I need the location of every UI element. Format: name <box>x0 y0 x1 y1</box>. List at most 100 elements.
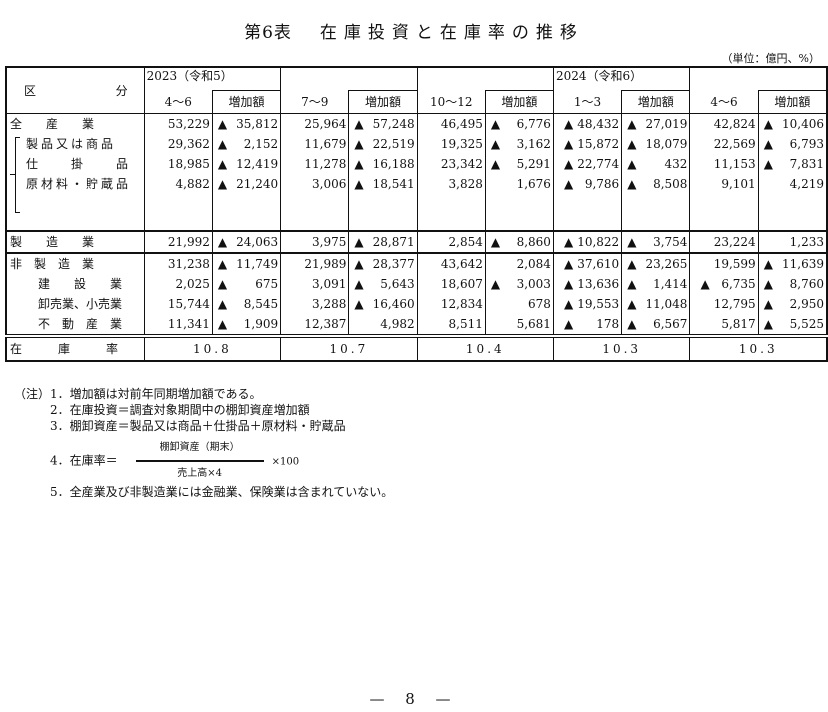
header-period: 7〜9 <box>280 90 350 114</box>
table-title: 在庫投資と在庫率の推移 <box>319 23 584 43</box>
blank-cell <box>552 194 623 231</box>
negative-marker: ▲ <box>563 235 574 249</box>
value-cell: 3,975 <box>280 230 350 253</box>
value-cell: 3,091 <box>280 274 350 294</box>
negative-marker: ▲ <box>563 157 574 171</box>
row-label-text: 非 製 造 業 <box>10 257 95 271</box>
value: 6,735 <box>721 277 756 291</box>
value: 10,406 <box>782 117 824 131</box>
blank-cell <box>689 194 759 231</box>
value-cell: ▲ 7,831 <box>757 154 828 174</box>
negative-marker: ▲ <box>354 235 364 249</box>
value-cell: ▲ 6,776 <box>484 113 554 134</box>
value: 11,341 <box>167 317 210 331</box>
value: 3,162 <box>516 137 551 151</box>
blank-cell <box>5 194 145 231</box>
value: 16,188 <box>372 157 415 171</box>
value: 19,599 <box>713 257 756 271</box>
blank-row <box>5 194 828 231</box>
negative-marker: ▲ <box>627 177 637 191</box>
value: 2,025 <box>175 277 210 291</box>
value-cell: ▲ 432 <box>621 154 691 174</box>
value: 21,989 <box>304 257 347 271</box>
value: 22,569 <box>713 137 756 151</box>
blank-cell <box>143 194 213 231</box>
table-row: 非 製 造 業 31,238 ▲ 11,749 21,989 ▲ 28,377 43,642 2… <box>5 252 828 274</box>
negative-marker: ▲ <box>627 137 637 151</box>
denominator: 売上高×4 <box>177 468 223 479</box>
negative-marker: ▲ <box>563 257 574 271</box>
value-cell: 31,238 <box>143 252 213 274</box>
value: 48,432 <box>577 117 620 131</box>
value-cell: ▲ 18,541 <box>348 174 418 194</box>
value-cell: ▲ 18,079 <box>621 134 691 154</box>
value-cell: ▲ 15,872 <box>552 134 623 154</box>
value: 27,019 <box>645 117 688 131</box>
negative-marker: ▲ <box>763 157 773 171</box>
value: 11,153 <box>713 157 756 171</box>
header-year-2023: 2023（令和5） <box>143 67 282 91</box>
inventory-table: 区分 2023（令和5） 2024（令和6） 4〜6 増加額 7〜9 増加額 10〜12… <box>5 66 828 362</box>
value-cell: 1,676 <box>484 174 554 194</box>
value-cell: 9,101 <box>689 174 759 194</box>
row-label: 製 造 業 <box>5 230 145 253</box>
value-cell: ▲ 6,735 <box>689 274 759 294</box>
negative-marker: ▲ <box>354 117 364 131</box>
header-increase: 増加額 <box>621 90 691 114</box>
value: 8,545 <box>243 297 279 311</box>
negative-marker: ▲ <box>217 177 228 191</box>
negative-marker: ▲ <box>354 277 364 291</box>
value-cell: 11,153 <box>689 154 759 174</box>
note-3: 3．棚卸資産＝製品又は商品＋仕掛品＋原材料・貯蔵品 <box>50 419 346 433</box>
value-cell: 42,824 <box>689 113 759 134</box>
row-label: 卸売業、小売業 <box>5 294 145 314</box>
value: 12,387 <box>304 317 347 331</box>
value-cell: 22,569 <box>689 134 759 154</box>
value-cell: ▲ 12,419 <box>211 154 282 174</box>
row-label: 建 設 業 <box>5 274 145 294</box>
header-year-2024: 2024（令和6） <box>552 67 691 91</box>
value-cell: ▲ 10,406 <box>757 113 828 134</box>
value-cell: ▲ 5,525 <box>757 314 828 336</box>
negative-marker: ▲ <box>217 297 228 311</box>
value-cell: ▲ 11,749 <box>211 252 282 274</box>
negative-marker: ▲ <box>563 177 574 191</box>
value-cell: 12,834 <box>416 294 486 314</box>
row-label: 全 産 業 <box>5 113 145 134</box>
value: 5,291 <box>516 157 551 171</box>
value-cell: ▲ 57,248 <box>348 113 418 134</box>
page-number: — 8 — <box>369 690 459 708</box>
value: 31,238 <box>167 257 210 271</box>
value: 15,872 <box>577 137 620 151</box>
value: 18,079 <box>645 137 688 151</box>
value: 23,342 <box>440 157 483 171</box>
row-label-text: 不 動 産 業 <box>38 317 123 331</box>
value-cell: 53,229 <box>143 113 213 134</box>
header-row-years: 区分 2023（令和5） 2024（令和6） <box>5 67 828 114</box>
negative-marker: ▲ <box>217 317 228 331</box>
value-cell: 25,964 <box>280 113 350 134</box>
value-cell: 4,982 <box>348 314 418 336</box>
value-cell: 11,278 <box>280 154 350 174</box>
value-cell: 21,992 <box>143 230 213 253</box>
value: 57,248 <box>372 117 415 131</box>
value: 19,553 <box>577 297 620 311</box>
value: 18,985 <box>167 157 210 171</box>
value-cell: 2,084 <box>484 252 554 274</box>
value: 42,824 <box>713 117 756 131</box>
value-cell: 1,233 <box>757 230 828 253</box>
value: 19,325 <box>440 137 483 151</box>
value-cell: ▲ 22,519 <box>348 134 418 154</box>
header-increase: 増加額 <box>348 90 418 114</box>
value: 12,419 <box>236 157 279 171</box>
negative-marker: ▲ <box>217 277 228 291</box>
header-increase: 増加額 <box>484 90 554 114</box>
row-label: 仕 掛 品 <box>5 154 145 174</box>
negative-marker: ▲ <box>627 297 637 311</box>
value-cell: ▲ 27,019 <box>621 113 691 134</box>
value: 6,793 <box>789 137 824 151</box>
negative-marker: ▲ <box>217 257 228 271</box>
header-period: 1〜3 <box>552 90 623 114</box>
value-cell: 46,495 <box>416 113 486 134</box>
row-label-text: 卸売業、小売業 <box>38 297 123 311</box>
